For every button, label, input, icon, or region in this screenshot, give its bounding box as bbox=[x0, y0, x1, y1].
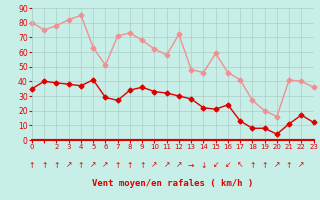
Text: ↗: ↗ bbox=[151, 160, 158, 170]
Text: ↗: ↗ bbox=[164, 160, 170, 170]
Text: ↑: ↑ bbox=[249, 160, 256, 170]
Text: ↙: ↙ bbox=[212, 160, 219, 170]
Text: ↗: ↗ bbox=[102, 160, 109, 170]
Text: ↑: ↑ bbox=[127, 160, 133, 170]
Text: Vent moyen/en rafales ( km/h ): Vent moyen/en rafales ( km/h ) bbox=[92, 179, 253, 188]
Text: ↙: ↙ bbox=[225, 160, 231, 170]
Text: ↗: ↗ bbox=[298, 160, 305, 170]
Text: ↑: ↑ bbox=[261, 160, 268, 170]
Text: ↑: ↑ bbox=[115, 160, 121, 170]
Text: ↗: ↗ bbox=[90, 160, 96, 170]
Text: ↑: ↑ bbox=[53, 160, 60, 170]
Text: ↑: ↑ bbox=[41, 160, 47, 170]
Text: ↑: ↑ bbox=[29, 160, 35, 170]
Text: ↗: ↗ bbox=[274, 160, 280, 170]
Text: ↑: ↑ bbox=[286, 160, 292, 170]
Text: →: → bbox=[188, 160, 194, 170]
Text: ↑: ↑ bbox=[78, 160, 84, 170]
Text: ↖: ↖ bbox=[237, 160, 243, 170]
Text: ↓: ↓ bbox=[200, 160, 207, 170]
Text: ↑: ↑ bbox=[139, 160, 145, 170]
Text: ↗: ↗ bbox=[176, 160, 182, 170]
Text: ↗: ↗ bbox=[66, 160, 72, 170]
